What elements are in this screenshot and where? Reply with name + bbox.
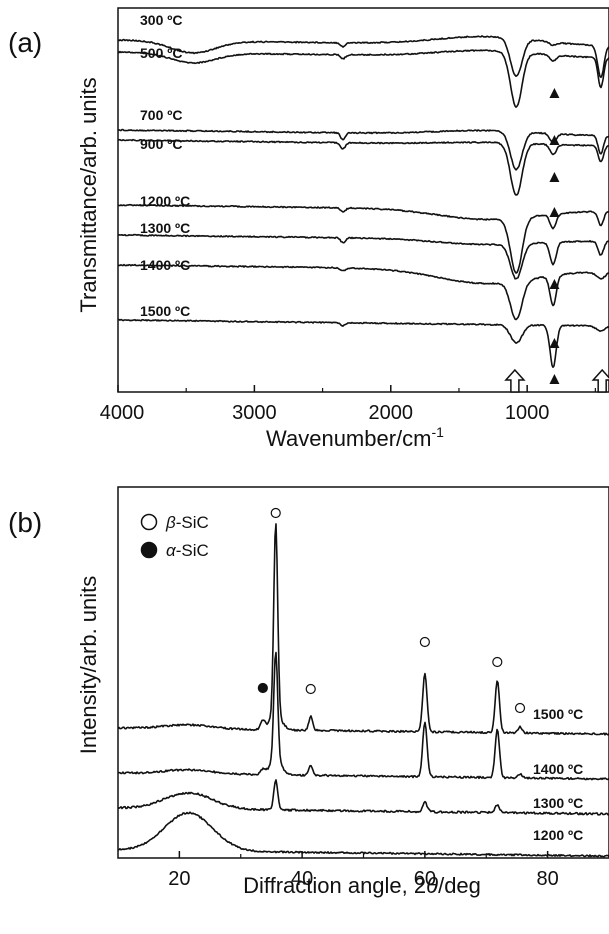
legend-beta-sic: β-SiC: [165, 513, 209, 532]
x-tick-label-80: 80: [537, 868, 559, 890]
sic-triangle-icon: [549, 172, 560, 182]
panel-b-xlabel-main: Diffraction angle, 2: [243, 873, 426, 898]
beta-sic-peak-marker-icon: [270, 507, 281, 519]
xrd-series-label-1400-c: 1400 ºC: [533, 761, 583, 777]
xrd-series-label-1300-c: 1300 ºC: [533, 795, 583, 811]
sic-triangle-icon: [549, 374, 560, 384]
ftir-curve-1200-c: [118, 203, 609, 274]
panel-b-xlabel-end: /deg: [438, 873, 481, 898]
x-tick-label-3000: 3000: [232, 402, 277, 424]
panel-a-ticks: 4000 3000 2000 1000: [100, 385, 596, 424]
x-tick-label-20: 20: [168, 868, 190, 890]
xrd-curve-1200-c: [117, 811, 609, 858]
panel-a-curves: [117, 35, 609, 368]
xrd-curve-1300-c: [117, 779, 609, 816]
legend-alpha-text: -SiC: [176, 541, 209, 560]
panel-a-label: (a): [8, 27, 42, 58]
x-tick-label-2000: 2000: [369, 402, 414, 424]
sic-triangle-icon: [549, 207, 560, 217]
ftir-series-label-500-c: 500 ºC: [140, 45, 182, 61]
legend-open-circle-icon: [140, 513, 158, 531]
panel-a-ylabel: Transmittance/arb. units: [76, 77, 101, 312]
ftir-series-label-1300-c: 1300 ºC: [140, 220, 190, 236]
panel-b-curves: [117, 523, 609, 858]
sic-triangle-icon: [549, 88, 560, 98]
panel-a-xlabel-sup: -1: [432, 424, 445, 440]
panel-b: (b) 20 40 60 80 1500 ºC 1400 ºC 1300 ºC 1200 º…: [8, 486, 609, 898]
open-arrow-up-icon: [591, 368, 609, 393]
ftir-series-label-900-c: 900 ºC: [140, 136, 182, 152]
panel-a-markers: [504, 88, 609, 393]
sic-triangle-icon: [549, 279, 560, 289]
ftir-series-label-1200-c: 1200 ºC: [140, 193, 190, 209]
legend-filled-circle-icon: [140, 541, 158, 559]
xrd-curve-1500-c: [117, 523, 609, 736]
xrd-series-label-1200-c: 1200 ºC: [533, 827, 583, 843]
panel-b-label: (b): [8, 507, 42, 538]
xrd-curve-1400-c: [118, 651, 609, 781]
panel-a-series-labels: 300 ºC 500 ºC 700 ºC 900 ºC 1200 ºC 1300 ºC 14…: [140, 12, 190, 319]
legend-beta-text: -SiC: [176, 513, 209, 532]
ftir-curve-1400-c: [117, 263, 609, 321]
sic-triangle-icon: [549, 135, 560, 145]
ftir-series-label-700-c: 700 ºC: [140, 107, 182, 123]
open-arrow-up-icon: [504, 368, 526, 393]
legend-alpha-sic: α-SiC: [166, 541, 209, 560]
ftir-series-label-1400-c: 1400 ºC: [140, 257, 190, 273]
panel-b-xlabel: Diffraction angle, 2θ/deg: [243, 873, 481, 898]
ftir-series-label-300-c: 300 ºC: [140, 12, 182, 28]
ftir-curve-300-c: [117, 35, 609, 79]
xrd-series-label-1500-c: 1500 ºC: [533, 706, 583, 722]
panel-a-frame: [117, 7, 609, 393]
ftir-curve-900-c: [118, 138, 609, 196]
panel-b-legend: β-SiC α-SiC: [140, 513, 209, 560]
alpha-sic-peak-marker-icon: [257, 682, 268, 694]
sic-triangle-icon: [549, 338, 560, 348]
x-tick-label-1000: 1000: [505, 402, 550, 424]
legend-beta-greek: β: [165, 513, 176, 532]
x-tick-label-40: 40: [291, 868, 313, 890]
panel-b-ylabel: Intensity/arb. units: [76, 576, 101, 755]
ftir-curve-500-c: [117, 49, 609, 108]
panel-b-ticks: 20 40 60 80: [168, 851, 559, 890]
panel-b-series-labels: 1500 ºC 1400 ºC 1300 ºC 1200 ºC: [533, 706, 583, 843]
beta-sic-peak-marker-icon: [514, 702, 526, 714]
beta-sic-peak-marker-icon: [492, 656, 503, 668]
beta-sic-peak-marker-icon: [419, 636, 430, 648]
x-tick-label-4000: 4000: [100, 402, 145, 424]
x-tick-label-60: 60: [414, 868, 436, 890]
panel-a-xlabel: Wavenumber/cm-1: [266, 424, 444, 451]
beta-sic-peak-marker-icon: [305, 683, 316, 695]
panel-b-xlabel-theta: θ: [426, 873, 438, 898]
panel-a-xlabel-main: Wavenumber/cm: [266, 426, 431, 451]
legend-alpha-greek: α: [166, 541, 177, 560]
panel-a: (a) 4000 3000 2000 1000 300 ºC 500 ºC 700 ºC 9…: [8, 7, 609, 451]
ftir-curve-1500-c: [118, 318, 609, 368]
ftir-curve-1300-c: [117, 233, 609, 280]
ftir-curve-700-c: [118, 128, 609, 171]
ftir-series-label-1500-c: 1500 ºC: [140, 303, 190, 319]
panel-b-markers: [257, 507, 526, 714]
